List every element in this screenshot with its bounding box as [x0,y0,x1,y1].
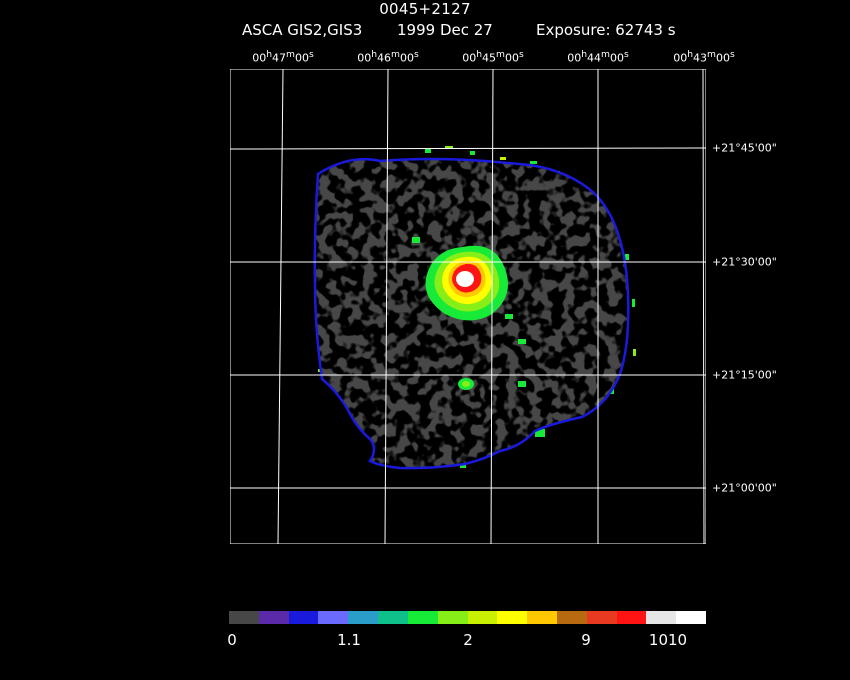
dec-tick-label: +21°30'00" [712,255,777,269]
colorbar-swatch [467,611,498,624]
colorbar-swatch [527,611,557,624]
dec-tick-label: +21°45'00" [712,141,777,155]
observation-date: 1999 Dec 27 [397,21,493,39]
colorbar-swatch [676,611,706,624]
colorbar-tick: 1010 [648,631,688,649]
colorbar-swatch [229,611,259,624]
ra-tick-label: 00h43m00s [673,49,735,65]
colorbar-swatch [586,611,617,624]
colorbar-swatch [258,611,289,624]
instrument-label: ASCA GIS2,GIS3 [242,21,363,39]
ra-tick-label: 00h45m00s [462,49,524,65]
colorbar-tick: 0 [227,631,237,649]
colorbar-tick: 1.1 [337,631,361,649]
colorbar-swatch [556,611,587,624]
colorbar-swatch [288,611,319,624]
colorbar-swatch [646,611,677,624]
secondary-source [458,378,526,390]
ra-tick-label: 00h46m00s [357,49,419,65]
field-of-view-edge [313,157,630,470]
colorbar-swatch [318,611,349,624]
colorbar [229,611,706,624]
ra-tick-label: 00h47m00s [252,49,314,65]
colorbar-swatch [497,611,528,624]
colorbar-swatch [378,611,408,624]
coordinate-grid [230,69,706,544]
xray-source [412,237,526,344]
colorbar-swatch [616,611,647,624]
exposure-label: Exposure: 62743 s [536,21,676,39]
xray-image-panel [230,69,706,544]
colorbar-swatch [437,611,468,624]
colorbar-swatch [348,611,379,624]
dec-tick-label: +21°00'00" [712,481,777,495]
dec-tick-label: +21°15'00" [712,368,777,382]
ra-tick-label: 00h44m00s [567,49,629,65]
colorbar-tick: 9 [581,631,591,649]
colorbar-swatch [407,611,438,624]
image-title: 0045+2127 [379,0,471,18]
colorbar-tick: 2 [463,631,473,649]
